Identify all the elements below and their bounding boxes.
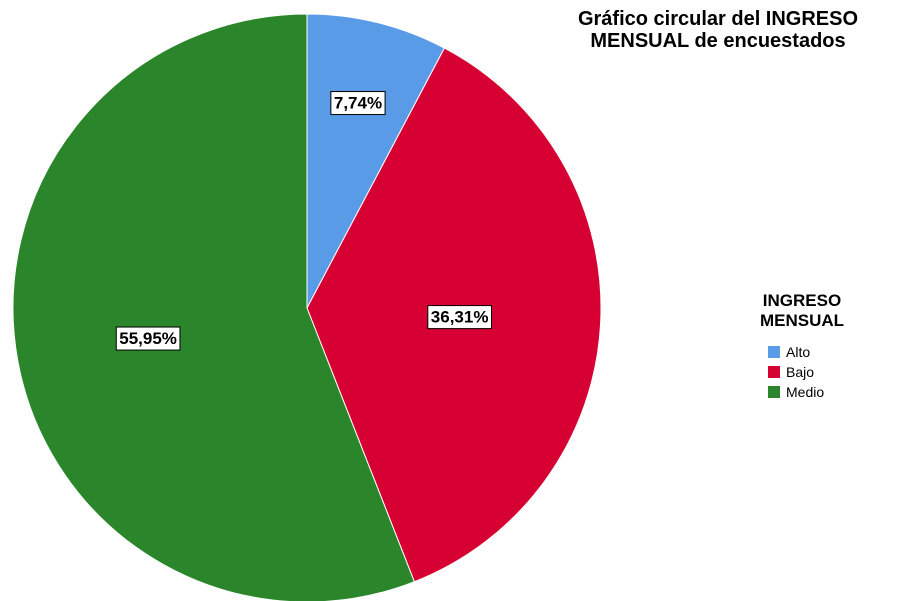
legend-title-line-2: MENSUAL xyxy=(759,311,845,330)
legend-title-line-1: INGRESO xyxy=(762,291,842,310)
data-label-box xyxy=(115,326,181,351)
legend-swatch xyxy=(768,346,780,358)
pie-data-labels: 7,74% 36,31% 55,95% xyxy=(115,91,492,351)
legend-label: Bajo xyxy=(786,364,815,380)
data-label-text: 55,95% xyxy=(119,329,177,348)
data-label-medio: 55,95% xyxy=(115,326,181,351)
legend: INGRESO MENSUAL Alto Bajo Medio xyxy=(742,291,882,402)
chart-title-line-2: MENSUAL de encuestados xyxy=(590,30,846,52)
data-label-text: 36,31% xyxy=(431,308,489,327)
data-label-bajo: 36,31% xyxy=(427,305,492,330)
data-label-alto: 7,74% xyxy=(330,91,386,116)
chart-title-line-1: Gráfico circular del INGRESO xyxy=(577,8,859,30)
legend-title: INGRESO MENSUAL xyxy=(742,291,862,331)
legend-swatch xyxy=(768,386,780,398)
pie-slice-alto xyxy=(306,13,446,309)
pie-slice-medio xyxy=(12,13,416,601)
legend-item-alto: Alto xyxy=(768,342,882,362)
legend-item-bajo: Bajo xyxy=(768,362,882,382)
data-label-box xyxy=(330,91,386,116)
legend-label: Medio xyxy=(786,384,825,400)
legend-items: Alto Bajo Medio xyxy=(768,342,882,402)
data-label-box xyxy=(427,305,492,330)
legend-label: Alto xyxy=(786,344,811,360)
legend-item-medio: Medio xyxy=(768,382,882,402)
data-label-text: 7,74% xyxy=(334,94,382,113)
chart-title: Gráfico circular del INGRESO MENSUAL de … xyxy=(548,8,888,52)
pie-slices xyxy=(12,13,602,601)
legend-swatch xyxy=(768,366,780,378)
